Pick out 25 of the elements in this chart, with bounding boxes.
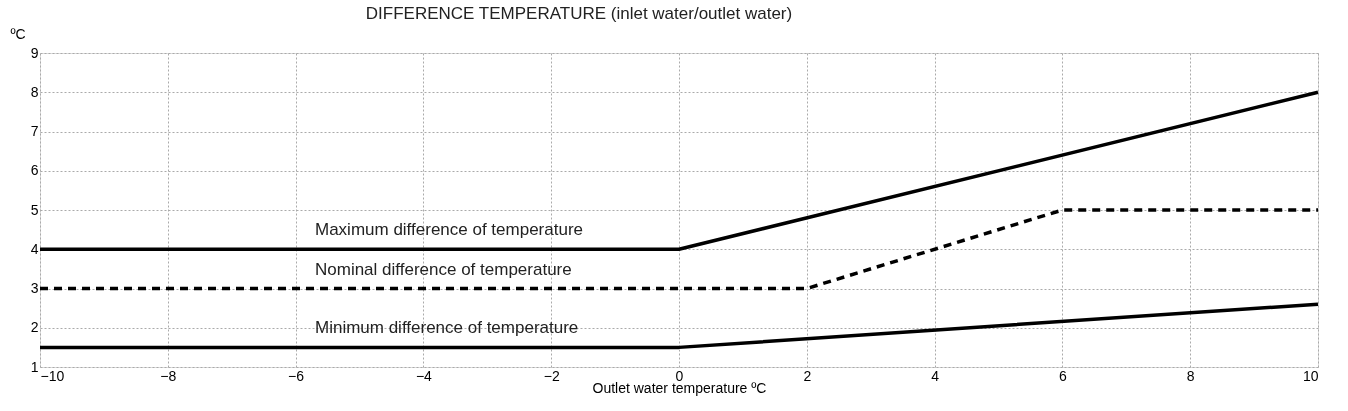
y-tick-label: 7 <box>30 123 39 139</box>
series-label: Nominal difference of temperature <box>315 259 572 279</box>
x-tick-label: −4 <box>415 367 433 384</box>
series-label: Minimum difference of temperature <box>315 318 579 338</box>
x-tick-label: −6 <box>288 367 305 384</box>
x-tick-label: 10 <box>1302 367 1319 384</box>
x-tick-label: 4 <box>931 367 940 384</box>
x-tick-label: 8 <box>1186 367 1195 384</box>
x-tick-label: −8 <box>160 367 177 384</box>
y-tick-label: 6 <box>30 162 39 179</box>
y-tick-label: 2 <box>30 319 39 336</box>
y-tick-label: 1 <box>30 358 39 375</box>
chart-title: DIFFERENCE TEMPERATURE (inlet water/outlet water) <box>365 4 793 23</box>
y-tick-label: 3 <box>30 280 39 296</box>
y-tick-label: 9 <box>30 44 39 61</box>
y-tick-label: 4 <box>30 240 39 257</box>
x-tick-label: −2 <box>543 367 560 384</box>
series-label: Maximum difference of temperature <box>315 220 584 240</box>
x-tick-label: 2 <box>803 367 812 384</box>
x-tick-label: 6 <box>1059 367 1067 384</box>
x-tick-label: 0 <box>675 367 684 384</box>
y-tick-label: 8 <box>30 83 39 100</box>
y-axis-title: ºC <box>10 25 26 42</box>
y-tick-label: 5 <box>30 201 39 218</box>
x-tick-label: −10 <box>40 367 65 384</box>
